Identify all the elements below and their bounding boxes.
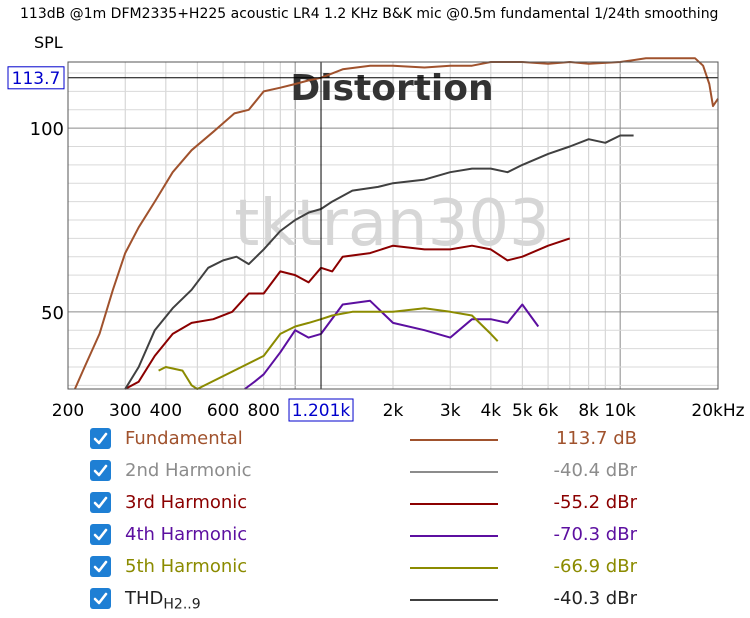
legend-value: -40.4 dBr bbox=[553, 460, 637, 481]
legend-item[interactable]: 2nd Harmonic -40.4 dBr bbox=[90, 457, 650, 489]
x-tick-label: 8k bbox=[578, 401, 599, 421]
legend-value: -40.3 dBr bbox=[553, 588, 637, 609]
x-tick-label: 10k bbox=[604, 401, 636, 421]
legend-value: -70.3 dBr bbox=[553, 524, 637, 545]
series-line-0 bbox=[73, 57, 719, 390]
legend-label: 5th Harmonic bbox=[125, 556, 248, 577]
x-tick-label: 20kHz bbox=[691, 401, 744, 421]
grid-lines bbox=[68, 62, 718, 389]
legend-swatch bbox=[410, 567, 498, 569]
x-tick-label: 4k bbox=[480, 401, 501, 421]
x-tick-label: 3k bbox=[440, 401, 461, 421]
legend-label-subscript: H2..9 bbox=[163, 596, 201, 613]
legend-swatch bbox=[410, 439, 498, 441]
checkbox-checked-icon[interactable] bbox=[90, 588, 111, 609]
chart-title-bar: 113dB @1m DFM2335+H225 acoustic LR4 1.2 … bbox=[20, 6, 719, 22]
checkbox-checked-icon[interactable] bbox=[90, 460, 111, 481]
legend-swatch bbox=[410, 471, 498, 473]
cursor-x-label: 1.201k bbox=[292, 401, 351, 421]
cursor-x-box bbox=[288, 398, 354, 422]
x-tick-label: 2k bbox=[383, 401, 404, 421]
checkbox-checked-icon[interactable] bbox=[90, 524, 111, 545]
y-tick-label: 100 bbox=[30, 119, 64, 140]
y-axis-label: SPL bbox=[34, 33, 63, 52]
legend-item[interactable]: Fundamental 113.7 dB bbox=[90, 425, 650, 457]
legend-swatch bbox=[410, 503, 498, 505]
x-tick-label: 300 bbox=[109, 401, 141, 421]
legend-label: 2nd Harmonic bbox=[125, 460, 252, 481]
legend-swatch bbox=[410, 599, 498, 601]
legend-value: -66.9 dBr bbox=[553, 556, 637, 577]
legend-item[interactable]: THDH2..9 -40.3 dBr bbox=[90, 585, 650, 617]
legend-label: 3rd Harmonic bbox=[125, 492, 248, 513]
legend-item[interactable]: 5th Harmonic -66.9 dBr bbox=[90, 553, 650, 585]
x-tick-label: 6k bbox=[538, 401, 559, 421]
cursor-y-label: 113.7 bbox=[12, 69, 61, 89]
x-axis-ticks: 200 300 400 600 800 2k 3k 4k 5k 6k 8k 10k 20kHz bbox=[52, 401, 745, 421]
checkbox-checked-icon[interactable] bbox=[90, 556, 111, 577]
x-tick-label: 5k bbox=[512, 401, 533, 421]
distortion-chart[interactable]: tktran303 Distortion 113.7 1.201k 200 300 4… bbox=[0, 0, 750, 425]
legend-label: THDH2..9 bbox=[125, 588, 201, 613]
legend-swatch bbox=[410, 535, 498, 537]
series-line-5 bbox=[124, 134, 634, 390]
legend-label: Fundamental bbox=[125, 428, 243, 449]
y-axis-ticks: 50 100 bbox=[30, 119, 64, 324]
chart-heading: Distortion bbox=[290, 68, 493, 109]
cursor-y-box bbox=[7, 66, 65, 90]
checkbox-checked-icon[interactable] bbox=[90, 492, 111, 513]
x-tick-label: 400 bbox=[150, 401, 182, 421]
legend: Fundamental 113.7 dB 2nd Harmonic -40.4 dBr… bbox=[90, 425, 650, 617]
x-tick-label: 600 bbox=[207, 401, 239, 421]
cursor-crosshair[interactable]: 113.7 1.201k bbox=[7, 62, 718, 422]
plot-frame bbox=[67, 61, 719, 390]
x-tick-label: 200 bbox=[52, 401, 84, 421]
y-tick-label: 50 bbox=[41, 303, 64, 324]
legend-value: -55.2 dBr bbox=[553, 492, 637, 513]
legend-item[interactable]: 4th Harmonic -70.3 dBr bbox=[90, 521, 650, 553]
legend-label: 4th Harmonic bbox=[125, 524, 248, 545]
x-tick-label: 800 bbox=[247, 401, 279, 421]
watermark: tktran303 bbox=[234, 187, 550, 261]
legend-item[interactable]: 3rd Harmonic -55.2 dBr bbox=[90, 489, 650, 521]
checkbox-checked-icon[interactable] bbox=[90, 428, 111, 449]
series-line-3 bbox=[244, 299, 540, 390]
legend-value: 113.7 dB bbox=[555, 428, 637, 449]
